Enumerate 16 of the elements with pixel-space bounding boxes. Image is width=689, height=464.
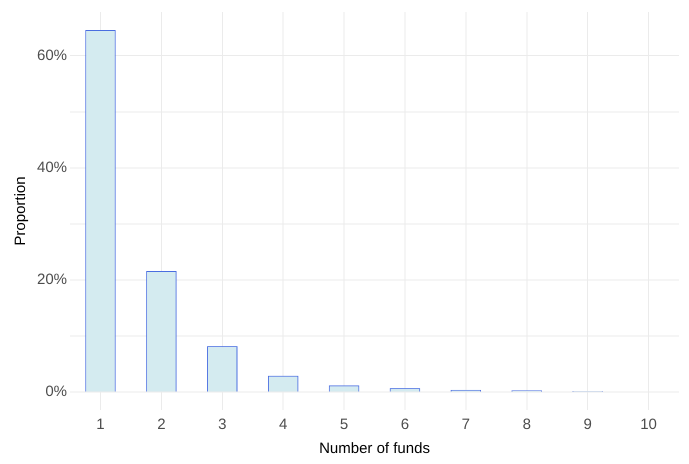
x-tick-label: 3	[218, 416, 226, 434]
x-tick-label: 6	[400, 416, 410, 434]
x-tick-label: 7	[462, 416, 470, 434]
y-axis-title: Proportion	[12, 176, 30, 246]
x-tick-label: 1	[96, 416, 105, 434]
x-tick-label: 10	[640, 416, 657, 434]
x-tick-label: 2	[157, 416, 166, 434]
y-tick-label: 20%	[36, 271, 68, 288]
x-tick-label: 5	[340, 416, 348, 434]
x-axis-title: Number of funds	[319, 440, 430, 458]
y-tick-label: 60%	[36, 46, 68, 64]
y-tick-label: 40%	[36, 158, 68, 176]
x-tick-label: 8	[522, 416, 531, 434]
y-tick-label: 0%	[45, 383, 68, 400]
x-tick-label: 4	[278, 416, 288, 434]
x-tick-label: 9	[583, 416, 592, 434]
